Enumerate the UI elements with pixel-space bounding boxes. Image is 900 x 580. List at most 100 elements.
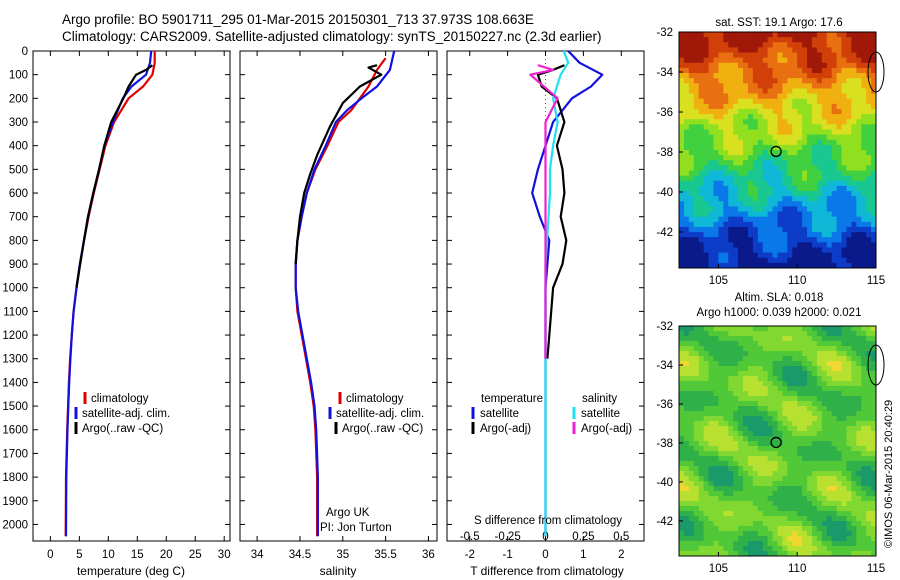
map-cell	[807, 451, 813, 457]
map-cell	[816, 551, 823, 557]
map-cell	[841, 78, 847, 84]
map-cell	[713, 144, 719, 151]
map-cell	[767, 471, 773, 477]
depth-tick-label: 1900	[2, 496, 28, 508]
map-cell	[816, 155, 823, 161]
map-cell	[792, 242, 798, 248]
map-cell	[688, 67, 695, 74]
map-cell	[782, 336, 788, 342]
map-cell	[856, 57, 862, 64]
map-cell	[718, 247, 724, 254]
map-cell	[856, 486, 862, 492]
map-cell	[723, 361, 729, 367]
map-cell	[821, 98, 828, 105]
map-cell	[723, 57, 729, 64]
map-cell	[826, 165, 833, 171]
map-cell	[856, 446, 862, 452]
map-cell	[846, 32, 852, 38]
map-cell	[738, 98, 744, 105]
map-cell	[826, 451, 833, 457]
map-cell	[757, 331, 764, 337]
map-cell	[841, 52, 847, 59]
map-cell	[851, 421, 857, 427]
map-cell	[836, 426, 842, 432]
map-cell	[728, 496, 734, 502]
map-cell	[762, 486, 769, 492]
map-cell	[797, 160, 803, 166]
map-cell	[811, 541, 818, 547]
map-cell	[816, 139, 823, 146]
map-cell	[787, 541, 793, 547]
map-cell	[831, 421, 837, 427]
map-cell	[871, 103, 877, 110]
map-cell	[757, 366, 764, 372]
map-cell	[797, 531, 803, 537]
argo-position-marker	[770, 436, 782, 449]
map-cell	[826, 336, 833, 342]
map-cell	[831, 486, 837, 492]
map-cell	[733, 180, 739, 187]
map-cell	[693, 526, 700, 532]
map-cell	[856, 406, 862, 412]
map-cell	[797, 232, 803, 238]
map-cell	[703, 108, 709, 115]
map-cell	[802, 175, 808, 182]
map-cell	[718, 185, 724, 192]
map-cell	[767, 536, 773, 542]
map-cell	[713, 496, 719, 502]
map-cell	[728, 232, 734, 238]
map-cell	[679, 57, 685, 64]
map-cell	[816, 134, 823, 141]
map-cell	[752, 93, 759, 100]
map-cell	[733, 541, 739, 547]
map-cell	[787, 165, 793, 171]
map-cell	[797, 511, 803, 517]
map-cell	[728, 170, 734, 177]
map-cell	[861, 371, 867, 377]
map-cell	[841, 124, 847, 130]
map-cell	[703, 73, 709, 79]
map-cell	[816, 88, 823, 94]
map-cell	[693, 257, 700, 264]
map-cell	[871, 336, 877, 342]
map-cell	[718, 93, 724, 100]
map-cell	[816, 351, 823, 357]
map-cell	[851, 361, 857, 367]
map-cell	[821, 426, 828, 432]
map-cell	[841, 536, 847, 542]
map-cell	[807, 262, 813, 269]
map-cell	[816, 129, 823, 136]
map-cell	[708, 476, 714, 482]
map-cell	[821, 129, 828, 136]
map-cell	[679, 376, 685, 382]
map-cell	[782, 521, 788, 527]
map-cell	[762, 521, 769, 527]
map-cell	[693, 441, 700, 447]
map-cell	[831, 242, 837, 248]
map-cell	[698, 160, 705, 166]
map-cell	[802, 144, 808, 151]
map-cell	[762, 37, 769, 43]
map-cell	[698, 476, 705, 482]
map-cell	[762, 426, 769, 432]
map-cell	[851, 491, 857, 497]
map-cell	[826, 541, 833, 547]
map-cell	[782, 165, 788, 171]
map-cell	[841, 491, 847, 497]
map-cell	[851, 206, 857, 212]
map-cell	[861, 93, 867, 100]
map-cell	[718, 446, 724, 452]
map-cell	[733, 129, 739, 136]
map-cell	[772, 257, 778, 264]
map-cell	[713, 67, 719, 74]
map-cell	[679, 155, 685, 161]
map-cell	[821, 356, 828, 362]
map-cell	[777, 103, 783, 110]
map-cell	[846, 221, 852, 228]
map-cell	[772, 170, 778, 177]
map-cell	[772, 376, 778, 382]
map-cell	[757, 361, 764, 367]
map-cell	[836, 511, 842, 517]
map-cell	[767, 371, 773, 377]
map-cell	[821, 376, 828, 382]
